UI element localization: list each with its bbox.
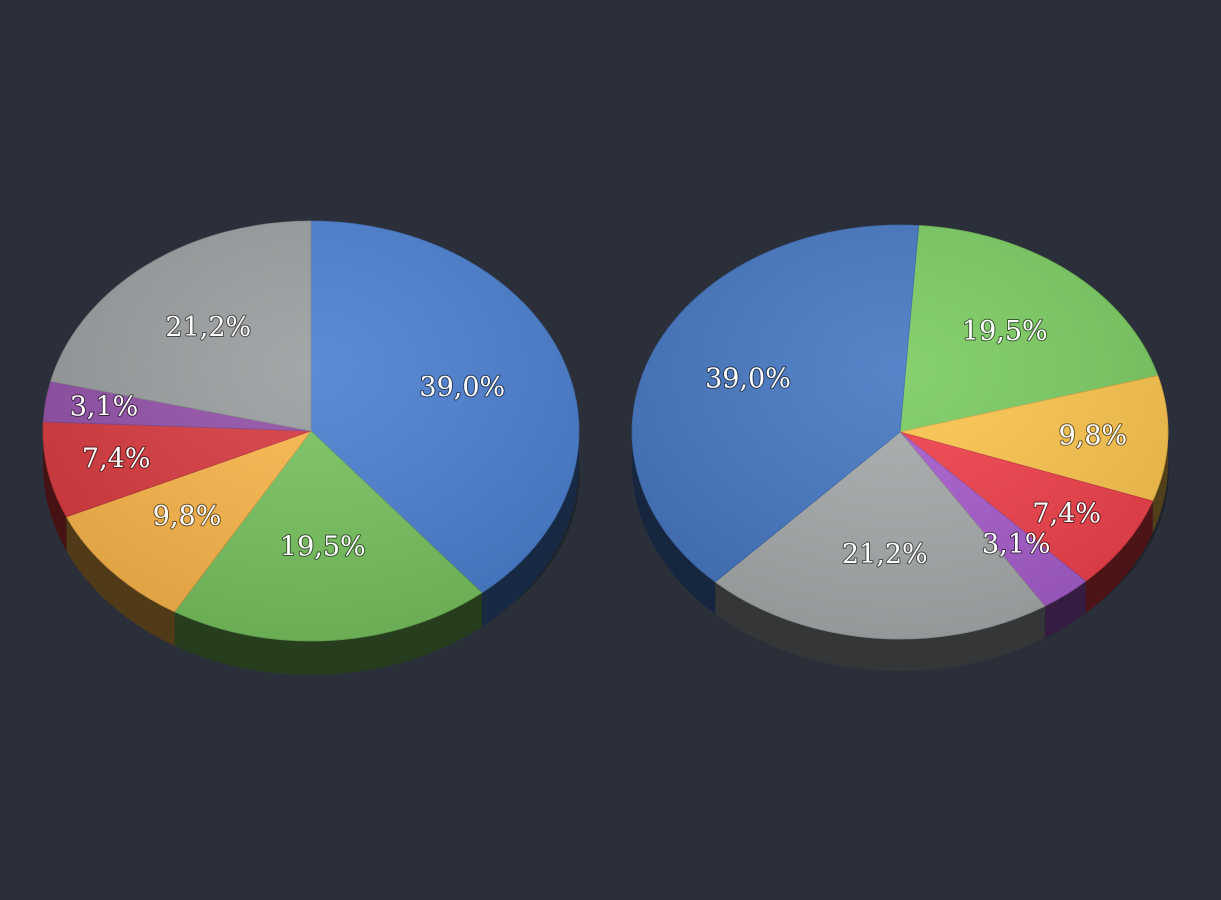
pie-side-wall	[174, 592, 482, 675]
slice-label: 39,0%	[705, 364, 791, 395]
pie-side-wall	[715, 581, 1045, 671]
slice-label: 21,2%	[842, 539, 928, 570]
slice-label: 19,5%	[280, 532, 366, 563]
slice-label: 7,4%	[82, 444, 151, 475]
pie-chart-right: 19,5% 9,8% 7,4%3,1% 21,2% 39,0%	[631, 224, 1169, 671]
slice-label: 9,8%	[153, 501, 222, 532]
slice-label: 7,4%	[1032, 499, 1101, 530]
pie-chart-left: 39,0% 19,5% 9,8%7,4% 3,1% 21,2%	[42, 220, 580, 675]
slice-label: 9,8%	[1059, 420, 1128, 451]
slice-label: 21,2%	[165, 312, 251, 343]
slice-label: 19,5%	[962, 316, 1048, 347]
slice-label: 3,1%	[70, 391, 139, 422]
slice-label: 39,0%	[419, 372, 505, 403]
slice-label: 3,1%	[982, 529, 1051, 560]
